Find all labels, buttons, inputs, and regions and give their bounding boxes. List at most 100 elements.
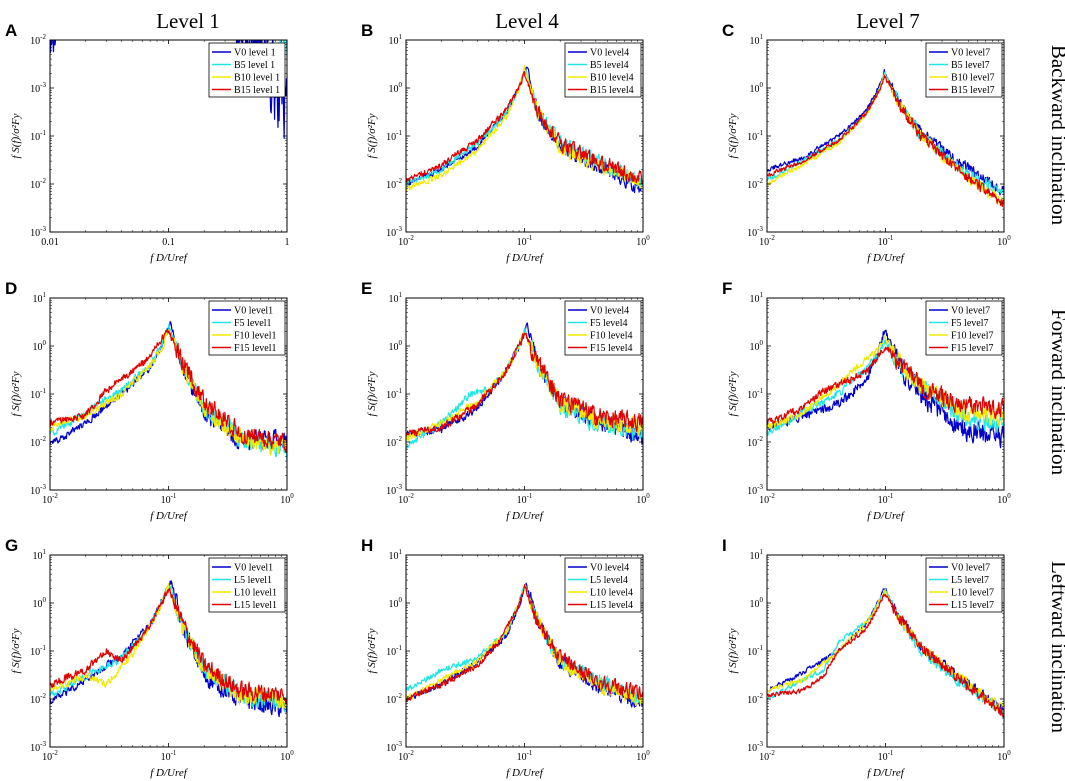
y-axis-label: f S(f)/σ²Fy (366, 113, 378, 158)
row-title: Leftward inclination (1047, 561, 1065, 734)
tick-label: 10-2 (42, 492, 58, 506)
y-axis-label: f S(f)/σ²Fy (366, 628, 378, 673)
legend-entry: F10 level4 (590, 331, 633, 342)
tick-label: 10-1 (747, 644, 763, 658)
x-axis-label: f D/Uref (867, 252, 906, 264)
x-axis-label: f D/Uref (506, 510, 545, 522)
tick-label: 10-2 (759, 492, 775, 506)
tick-label: 10-2 (386, 177, 402, 191)
panel-letter: H (361, 536, 373, 555)
tick-label: 101 (750, 33, 764, 47)
column-title: Level 4 (495, 9, 559, 33)
row-title: Backward inclination (1047, 45, 1065, 226)
legend-entry: V0 level 1 (234, 48, 276, 59)
tick-label: 10-3 (30, 81, 46, 95)
y-axis-label: f S(f)/σ²Fy (727, 113, 739, 158)
tick-label: 10-2 (386, 435, 402, 449)
series-group (50, 580, 287, 718)
tick-label: 100 (389, 339, 403, 353)
panel-letter: G (5, 536, 18, 555)
tick-label: 101 (389, 291, 403, 305)
tick-label: 100 (389, 81, 403, 95)
x-axis-label: f D/Uref (150, 510, 189, 522)
x-axis-label: f D/Uref (150, 767, 189, 779)
series-group (767, 68, 1004, 208)
tick-label: 100 (636, 492, 650, 506)
series-group (406, 65, 643, 194)
tick-label: 10-1 (30, 387, 46, 401)
tick-label: 100 (280, 492, 294, 506)
series-line-l15-level1 (50, 587, 287, 705)
tick-label: 10-2 (759, 749, 775, 763)
tick-label: 100 (750, 339, 764, 353)
series-group (406, 322, 643, 450)
tick-label: 10-3 (30, 225, 46, 239)
series-line-b15-level4 (406, 70, 643, 185)
legend-entry: V0 level4 (590, 48, 629, 59)
tick-label: 10-3 (30, 483, 46, 497)
tick-label: 100 (280, 749, 294, 763)
tick-label: 10-3 (747, 483, 763, 497)
tick-label: 1 (285, 237, 290, 248)
legend-entry: V0 level7 (951, 48, 990, 59)
series-line-f10-level7 (767, 334, 1004, 431)
series-line-f15-level1 (50, 328, 287, 453)
tick-label: 10-2 (747, 692, 763, 706)
legend-entry: B5 level4 (590, 60, 629, 71)
series-group (50, 320, 287, 462)
legend-entry: L10 level1 (234, 588, 277, 599)
tick-label: 100 (33, 596, 47, 610)
x-axis-label: f D/Uref (506, 252, 545, 264)
legend-entry: V0 level4 (590, 563, 629, 574)
tick-label: 10-1 (517, 234, 533, 248)
tick-label: 10-1 (517, 492, 533, 506)
tick-label: 10-2 (42, 749, 58, 763)
legend-entry: B10 level 1 (234, 73, 280, 84)
legend-entry: V0 level1 (234, 306, 273, 317)
tick-label: 10-1 (386, 387, 402, 401)
tick-label: 10-3 (386, 740, 402, 754)
legend-entry: F5 level4 (590, 318, 628, 329)
tick-label: 10-1 (386, 129, 402, 143)
series-line-v0-level7 (767, 329, 1004, 449)
legend-entry: V0 level7 (951, 306, 990, 317)
tick-label: 101 (33, 291, 47, 305)
panel-letter: C (722, 21, 734, 40)
legend-entry: F10 level7 (951, 331, 994, 342)
series-line-l15-level7 (767, 593, 1004, 719)
series-line-b15-level7 (767, 74, 1004, 208)
tick-label: 101 (389, 548, 403, 562)
tick-label: 10-2 (398, 749, 414, 763)
series-line-f15-level7 (767, 346, 1004, 425)
tick-label: 10-3 (386, 483, 402, 497)
series-line-l10-level7 (767, 589, 1004, 711)
tick-label: 10-1 (878, 749, 894, 763)
tick-label: 10-1 (517, 749, 533, 763)
panel-letter: F (722, 279, 732, 298)
legend-entry: F5 level1 (234, 318, 272, 329)
tick-label: 10-1 (747, 387, 763, 401)
tick-label: 10-2 (759, 234, 775, 248)
legend-entry: B10 level4 (590, 73, 634, 84)
y-axis-label: f S(f)/σ²Fy (10, 371, 22, 416)
tick-label: 10-3 (747, 740, 763, 754)
tick-label: 10-1 (878, 234, 894, 248)
tick-label: 10-2 (747, 435, 763, 449)
legend-entry: F15 level7 (951, 343, 994, 354)
tick-label: 100 (750, 596, 764, 610)
tick-label: 10-1 (747, 129, 763, 143)
legend-entry: L15 level4 (590, 600, 633, 611)
legend-entry: F10 level1 (234, 331, 277, 342)
x-axis-label: f D/Uref (150, 252, 189, 264)
tick-label: 10-3 (386, 225, 402, 239)
series-line-b10-level4 (406, 65, 643, 192)
x-axis-label: f D/Uref (506, 767, 545, 779)
